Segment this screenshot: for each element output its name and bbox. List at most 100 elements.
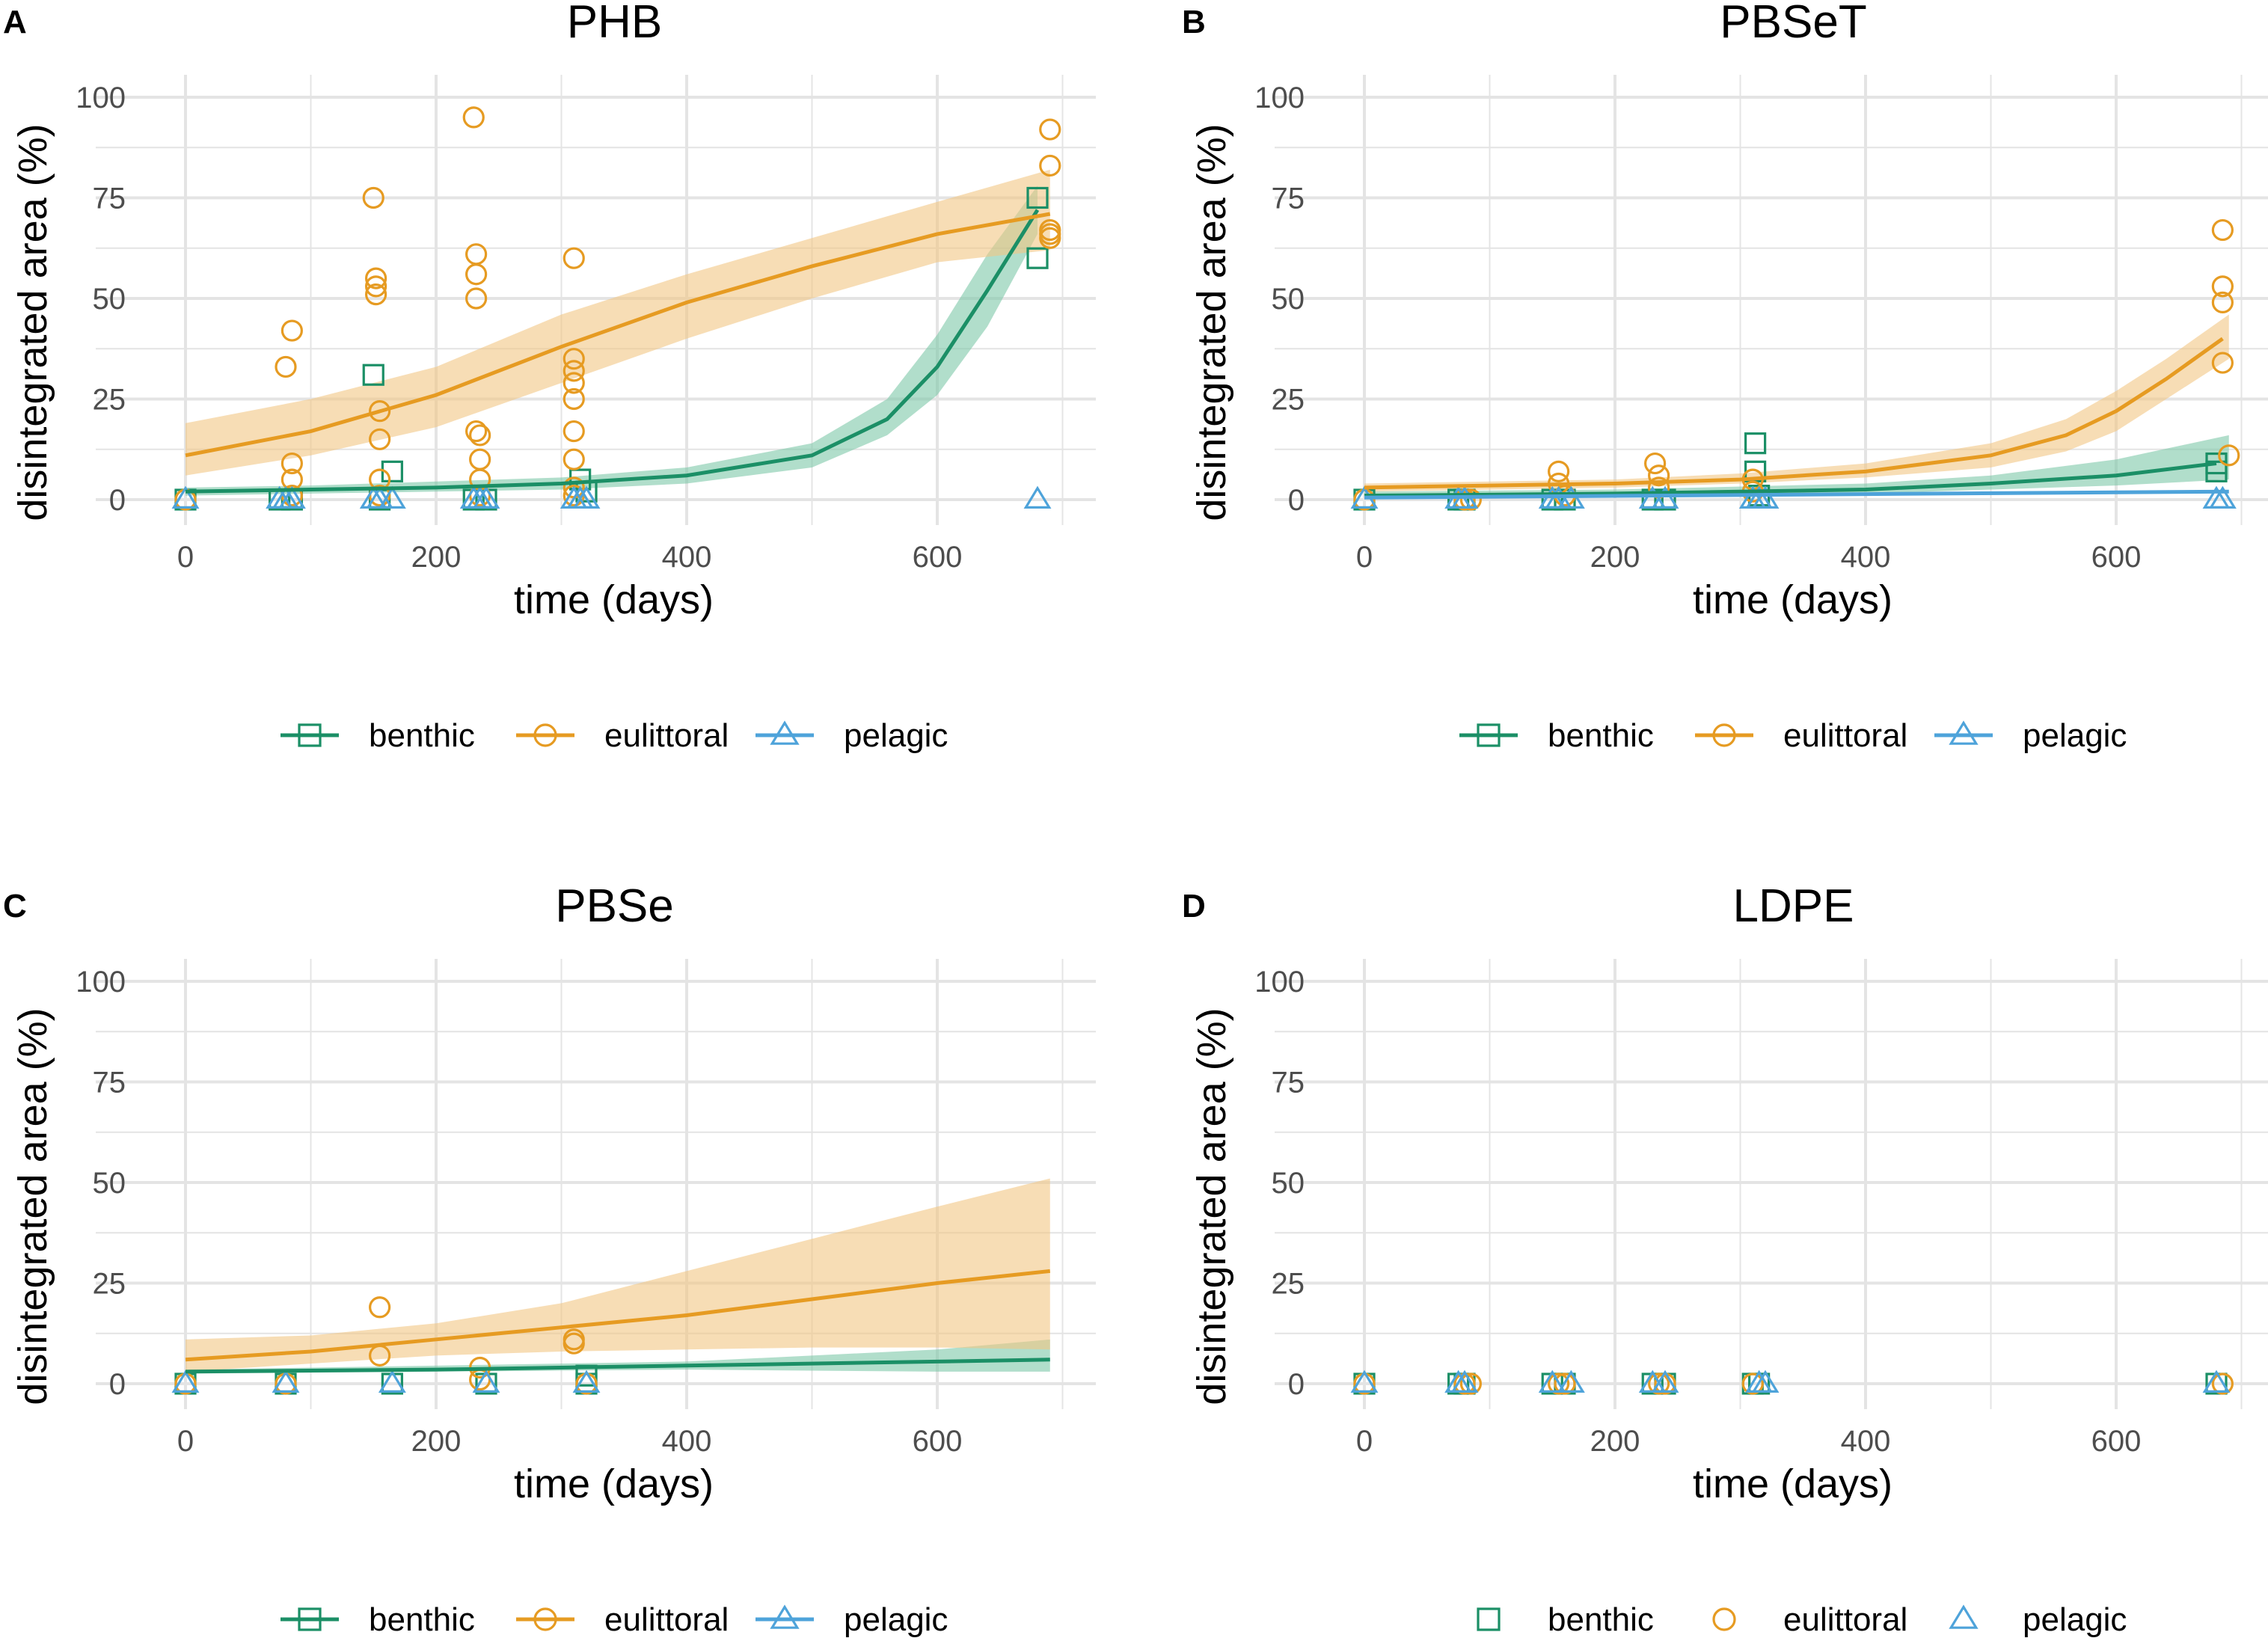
eulittoral-point bbox=[369, 1296, 391, 1319]
eulittoral-point bbox=[365, 275, 387, 298]
legend: benthic eulittoral pelagic bbox=[1459, 717, 2127, 754]
y-axis-title: disintegrated area (%) bbox=[10, 123, 55, 521]
eulittoral-point bbox=[1039, 227, 1061, 249]
x-tick-label: 400 bbox=[662, 541, 712, 574]
legend-key-eulittoral bbox=[1712, 723, 1736, 747]
legend-key-eulittoral bbox=[533, 1607, 557, 1631]
legend-label-benthic: benthic bbox=[369, 1601, 475, 1638]
y-tick-label: 100 bbox=[1254, 966, 1305, 999]
panel-d: D LDPE 0 25 50 75 100 0 200 400 600 time (days) disi… bbox=[1182, 880, 2268, 1638]
legend-key-benthic bbox=[298, 1607, 322, 1631]
x-tick-label: 400 bbox=[1841, 541, 1891, 574]
legend-key-benthic bbox=[1477, 1607, 1501, 1631]
pelagic-point bbox=[171, 1369, 200, 1393]
legend-key-eulittoral bbox=[1712, 1607, 1736, 1631]
chart-title: PHB bbox=[567, 0, 662, 48]
eulittoral-point bbox=[369, 400, 391, 423]
eulittoral-point bbox=[1648, 1372, 1670, 1395]
x-tick-label: 0 bbox=[177, 541, 194, 574]
pelagic-point bbox=[1751, 1369, 1780, 1393]
pelagic-point bbox=[1557, 1369, 1585, 1393]
pelagic-point bbox=[2202, 1369, 2231, 1393]
pelagic-point bbox=[1651, 1369, 1679, 1393]
eulittoral-point bbox=[563, 372, 585, 394]
eulittoral-confidence-band bbox=[186, 1178, 1050, 1372]
y-tick-label: 50 bbox=[1272, 1167, 1305, 1200]
eulittoral-point bbox=[1554, 1372, 1576, 1395]
chart-title: LDPE bbox=[1733, 880, 1854, 932]
eulittoral-point bbox=[563, 247, 585, 269]
eulittoral-point bbox=[563, 448, 585, 470]
legend-label-pelagic: pelagic bbox=[844, 1601, 948, 1638]
eulittoral-point bbox=[1459, 488, 1482, 511]
panel-c: C PBSe 0 25 50 75 100 0 200 400 600 time (days) disi… bbox=[3, 880, 1096, 1638]
eulittoral-confidence-band bbox=[186, 169, 1050, 476]
eulittoral-point bbox=[1548, 1372, 1570, 1395]
benthic-point bbox=[381, 460, 403, 482]
legend-label-benthic: benthic bbox=[369, 717, 475, 754]
x-tick-label: 400 bbox=[1841, 1425, 1891, 1458]
panel-label: B bbox=[1182, 4, 1206, 40]
eulittoral-point bbox=[1459, 1372, 1482, 1395]
eulittoral-point bbox=[2211, 291, 2234, 313]
legend: benthic eulittoral pelagic bbox=[281, 1601, 948, 1638]
eulittoral-point bbox=[469, 424, 491, 447]
eulittoral-point bbox=[1643, 452, 1667, 475]
y-axis-title: disintegrated area (%) bbox=[1189, 1007, 1234, 1405]
legend-label-benthic: benthic bbox=[1548, 1601, 1654, 1638]
y-tick-label: 100 bbox=[1254, 82, 1305, 114]
eulittoral-point bbox=[2211, 1372, 2234, 1395]
x-axis-title: time (days) bbox=[514, 577, 714, 622]
y-tick-label: 0 bbox=[1288, 484, 1305, 517]
panel-b: B PBSeT 0 25 50 75 100 0 200 400 600 time (days) dis… bbox=[1182, 0, 2268, 754]
eulittoral-point bbox=[2211, 218, 2234, 242]
y-tick-label: 0 bbox=[109, 484, 126, 517]
eulittoral-point bbox=[281, 319, 303, 342]
x-axis-title: time (days) bbox=[1693, 1461, 1892, 1506]
y-tick-label: 75 bbox=[93, 182, 126, 215]
y-tick-label: 25 bbox=[93, 384, 126, 417]
eulittoral-fit-line bbox=[185, 1269, 1051, 1362]
eulittoral-confidence-band bbox=[1364, 314, 2229, 492]
pelagic-point bbox=[572, 485, 601, 509]
eulittoral-point bbox=[362, 186, 384, 209]
benthic-fit-line bbox=[185, 209, 1040, 494]
panel-label: A bbox=[3, 4, 27, 40]
pelagic-point bbox=[1350, 1369, 1379, 1393]
chart-title: PBSe bbox=[555, 880, 674, 932]
x-tick-label: 200 bbox=[1590, 1425, 1640, 1458]
x-tick-label: 200 bbox=[411, 541, 462, 574]
legend-label-pelagic: pelagic bbox=[844, 717, 948, 754]
eulittoral-point bbox=[365, 283, 387, 306]
pelagic-point bbox=[1651, 485, 1679, 509]
x-tick-label: 600 bbox=[913, 1425, 963, 1458]
benthic-point bbox=[1026, 186, 1049, 209]
legend-key-pelagic bbox=[1949, 1604, 1979, 1629]
y-tick-label: 50 bbox=[1272, 283, 1305, 316]
legend-label-pelagic: pelagic bbox=[2023, 1601, 2127, 1638]
legend-key-pelagic bbox=[770, 1604, 800, 1629]
eulittoral-fit-line bbox=[185, 212, 1051, 458]
eulittoral-point bbox=[1648, 464, 1670, 487]
panel-a: A PHB 0 25 50 75 100 0 200 400 600 time (days) disin… bbox=[3, 0, 1096, 754]
x-axis-title: time (days) bbox=[514, 1461, 714, 1506]
x-tick-label: 0 bbox=[1356, 541, 1373, 574]
y-tick-label: 25 bbox=[1272, 384, 1305, 417]
pelagic-point bbox=[1538, 1369, 1566, 1393]
x-tick-label: 0 bbox=[1356, 1425, 1373, 1458]
y-tick-label: 50 bbox=[93, 283, 126, 316]
eulittoral-point bbox=[563, 360, 585, 382]
eulittoral-point bbox=[1548, 460, 1570, 482]
eulittoral-point bbox=[465, 287, 488, 310]
x-tick-label: 0 bbox=[177, 1425, 194, 1458]
eulittoral-point bbox=[563, 1328, 585, 1351]
pelagic-point bbox=[278, 485, 306, 509]
eulittoral-point bbox=[465, 263, 488, 286]
eulittoral-point bbox=[2211, 352, 2234, 374]
legend-key-benthic bbox=[298, 723, 322, 747]
eulittoral-point bbox=[2218, 444, 2240, 467]
legend-label-pelagic: pelagic bbox=[2023, 717, 2127, 754]
legend: benthic eulittoral pelagic bbox=[281, 717, 948, 754]
y-axis-title: disintegrated area (%) bbox=[10, 1007, 55, 1405]
